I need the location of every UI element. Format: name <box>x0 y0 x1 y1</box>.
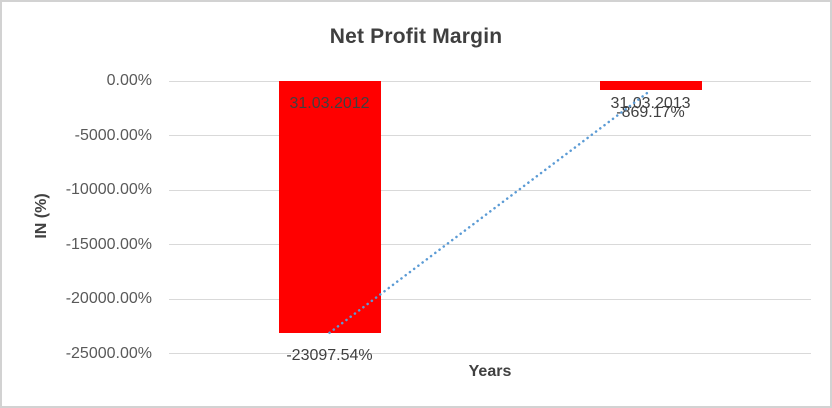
y-axis-tick-label: -10000.00% <box>65 181 152 198</box>
gridline <box>169 189 811 191</box>
y-axis-tick-label: -25000.00% <box>65 344 152 362</box>
y-axis-tick-label: -5000.00% <box>74 126 152 144</box>
gridline <box>169 80 811 82</box>
data-label: -23097.54% <box>286 346 373 364</box>
gridline <box>169 135 811 136</box>
gridline <box>169 353 811 354</box>
bar <box>599 81 702 91</box>
category-label: 31.03.2012 <box>289 95 370 112</box>
gridline <box>169 298 811 300</box>
bar <box>278 81 381 333</box>
x-axis-title: Years <box>468 363 512 380</box>
data-label: -869.17% <box>616 104 685 122</box>
y-axis-tick-label: 0.00% <box>106 72 152 89</box>
y-axis-tick-label: -15000.00% <box>65 235 152 253</box>
y-axis-tick-label: -20000.00% <box>65 290 152 307</box>
gridline <box>169 244 811 245</box>
chart-title: Net Profit Margin <box>329 25 503 48</box>
y-axis-title: IN (%) <box>33 193 50 239</box>
